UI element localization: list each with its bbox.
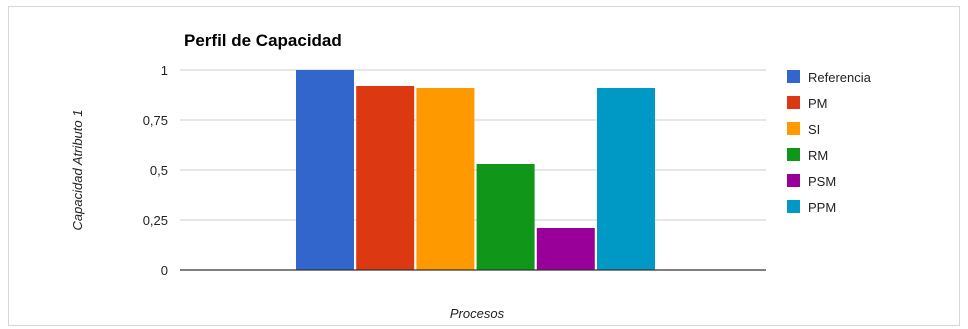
y-tick-label: 0,75 <box>143 113 168 128</box>
legend-label: Referencia <box>808 70 872 85</box>
legend-label: RM <box>808 148 828 163</box>
legend-swatch <box>787 148 800 161</box>
legend-swatch <box>787 174 800 187</box>
legend: Referencia PM SI RM PSM PPM <box>787 70 872 215</box>
bars <box>296 70 655 270</box>
bar-pm <box>356 86 415 270</box>
bar-rm <box>476 164 535 270</box>
bar-si <box>416 88 475 270</box>
y-tick-label: 0,25 <box>143 213 168 228</box>
y-axis-title: Capacidad Atributo 1 <box>70 110 85 231</box>
legend-label: PPM <box>808 200 836 215</box>
bar-referencia <box>296 70 354 270</box>
bar-psm <box>536 228 595 270</box>
legend-label: SI <box>808 122 820 137</box>
legend-swatch <box>787 122 800 135</box>
legend-label: PSM <box>808 174 836 189</box>
legend-swatch <box>787 200 800 213</box>
bar-ppm <box>597 88 655 270</box>
y-tick-label: 0 <box>161 263 168 278</box>
legend-label: PM <box>808 96 828 111</box>
chart-title: Perfil de Capacidad <box>184 31 342 50</box>
legend-swatch <box>787 70 800 83</box>
y-tick-labels: 0 0,25 0,5 0,75 1 <box>143 63 168 278</box>
legend-swatch <box>787 96 800 109</box>
y-tick-label: 0,5 <box>150 163 168 178</box>
x-axis-title: Procesos <box>450 306 505 321</box>
y-tick-label: 1 <box>161 63 168 78</box>
